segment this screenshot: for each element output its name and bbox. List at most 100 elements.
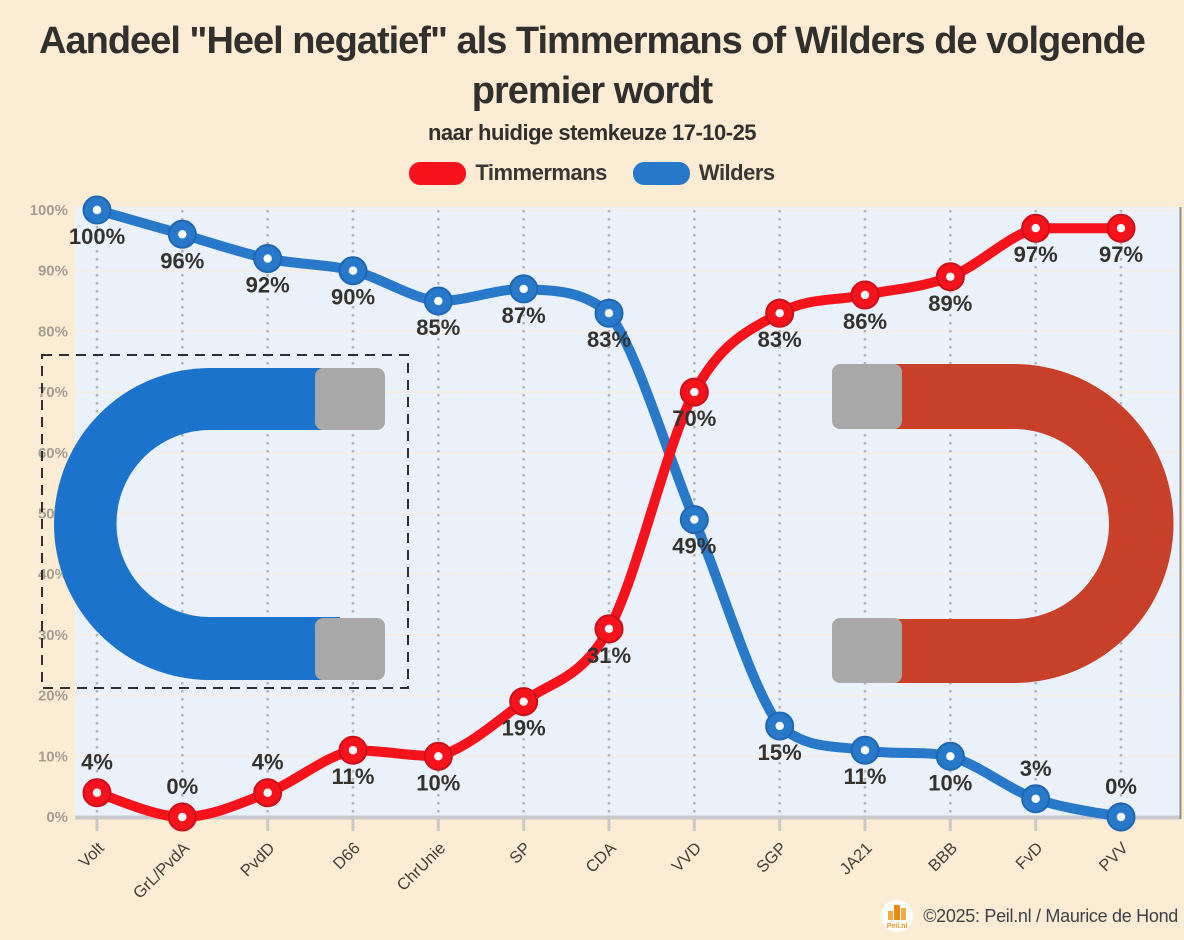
point-marker-center — [178, 812, 187, 822]
data-point-timmermans: 97% — [1099, 213, 1143, 267]
data-point-wilders: 10% — [928, 741, 972, 795]
data-point-wilders: 15% — [758, 711, 802, 765]
point-marker-center — [1031, 224, 1040, 233]
point-marker-center — [775, 308, 784, 318]
y-axis-label: 100% — [30, 202, 68, 219]
chart-legend: Timmermans Wilders — [0, 160, 1184, 186]
data-point-label: 4% — [81, 750, 113, 775]
point-marker-center — [348, 746, 358, 755]
data-point-timmermans: 86% — [843, 280, 887, 334]
point-marker-center — [860, 290, 870, 300]
data-point-label: 97% — [1099, 242, 1143, 267]
data-point-timmermans: 83% — [758, 298, 802, 352]
y-axis-label: 80% — [38, 323, 68, 340]
footer-credit: Peil.nl ©2025: Peil.nl / Maurice de Hond — [880, 899, 1178, 933]
blue-magnet-pole-tip-bottom — [315, 618, 385, 680]
x-axis-label: CDA — [582, 839, 619, 876]
magnet-selection-outline[interactable] — [41, 354, 409, 689]
point-marker-center — [348, 266, 358, 275]
chart-header: Aandeel "Heel negatief" als Timmermans o… — [0, 0, 1184, 186]
x-axis-label: D66 — [330, 839, 364, 873]
point-marker-center — [690, 515, 699, 524]
data-point-label: 10% — [416, 770, 460, 795]
data-point-timmermans: 97% — [1014, 213, 1058, 267]
logo-bar-medium — [901, 908, 907, 920]
x-axis-label: PVV — [1096, 839, 1132, 875]
data-point-wilders: 83% — [587, 298, 631, 352]
point-marker-center — [434, 752, 443, 761]
y-axis-label: 20% — [38, 688, 68, 705]
data-point-timmermans: 10% — [416, 741, 460, 795]
point-marker-center — [946, 752, 955, 761]
point-marker-center — [1116, 812, 1126, 822]
point-marker-center — [263, 254, 272, 263]
point-marker-center — [1116, 224, 1126, 233]
data-point-wilders: 3% — [1020, 756, 1052, 814]
data-point-label: 15% — [758, 740, 802, 765]
data-point-timmermans: 31% — [587, 614, 631, 668]
point-marker-center — [519, 697, 528, 706]
y-axis-label: 40% — [38, 566, 68, 583]
data-point-wilders: 96% — [160, 219, 204, 273]
legend-swatch-timmermans — [409, 161, 467, 185]
data-point-label: 87% — [502, 303, 546, 328]
x-axis-label: ChrUnie — [394, 839, 450, 895]
data-point-label: 31% — [587, 643, 631, 668]
data-point-label: 92% — [246, 273, 290, 298]
blue-magnet-pole-tip-top — [315, 368, 385, 430]
data-point-timmermans: 19% — [502, 687, 546, 741]
point-marker-center — [1031, 794, 1040, 803]
data-point-label: 0% — [1105, 774, 1137, 799]
data-point-label: 96% — [160, 248, 204, 273]
x-axis-label: PvdD — [237, 839, 278, 880]
point-marker-center — [263, 788, 272, 797]
red-magnet — [872, 364, 1174, 683]
y-axis-label: 90% — [38, 263, 68, 280]
data-point-timmermans: 11% — [332, 735, 374, 789]
legend-swatch-wilders — [632, 161, 690, 185]
point-marker-center — [860, 746, 870, 755]
x-axis-label: BBB — [925, 839, 961, 875]
data-point-timmermans: 89% — [928, 262, 972, 316]
data-point-timmermans: 0% — [166, 774, 198, 832]
point-marker-center — [775, 721, 784, 731]
logo-text: Peil.nl — [887, 923, 908, 930]
y-axis-label: 70% — [38, 384, 68, 401]
data-point-label: 10% — [928, 770, 972, 795]
data-point-label: 97% — [1014, 242, 1058, 267]
data-point-label: 100% — [69, 224, 125, 249]
point-marker-center — [92, 205, 102, 215]
legend-item-timmermans: Timmermans — [409, 160, 607, 186]
y-axis-label: 60% — [38, 445, 68, 462]
x-axis-label: SP — [506, 839, 534, 867]
point-marker-center — [434, 296, 443, 306]
x-axis-label: Volt — [76, 839, 108, 871]
point-marker-center — [946, 272, 955, 281]
point-marker-center — [92, 788, 102, 797]
plot-area — [75, 207, 1180, 817]
data-point-label: 83% — [587, 327, 631, 352]
data-point-label: 3% — [1020, 756, 1052, 781]
point-marker-center — [604, 308, 614, 318]
data-point-timmermans: 4% — [81, 750, 113, 808]
point-marker-center — [178, 230, 187, 239]
data-point-wilders: 85% — [416, 286, 460, 340]
y-axis-label: 10% — [38, 748, 68, 765]
data-point-wilders: 92% — [246, 244, 290, 298]
red-magnet-pole-tip-top — [832, 364, 902, 429]
copyright-text: ©2025: Peil.nl / Maurice de Hond — [923, 905, 1178, 926]
data-point-label: 4% — [252, 750, 284, 775]
logo-bar-small — [888, 911, 894, 920]
y-axis-label: 30% — [38, 627, 68, 644]
logo-bar-tall — [894, 905, 901, 920]
data-point-label: 89% — [928, 291, 972, 316]
data-point-label: 85% — [416, 315, 460, 340]
data-point-wilders: 90% — [331, 256, 375, 310]
x-axis-label: SGP — [753, 839, 790, 876]
y-axis-label: 0% — [46, 809, 68, 826]
point-marker-center — [604, 624, 614, 634]
chart-subtitle: naar huidige stemkeuze 17-10-25 — [427, 120, 757, 146]
data-point-label: 83% — [758, 327, 802, 352]
